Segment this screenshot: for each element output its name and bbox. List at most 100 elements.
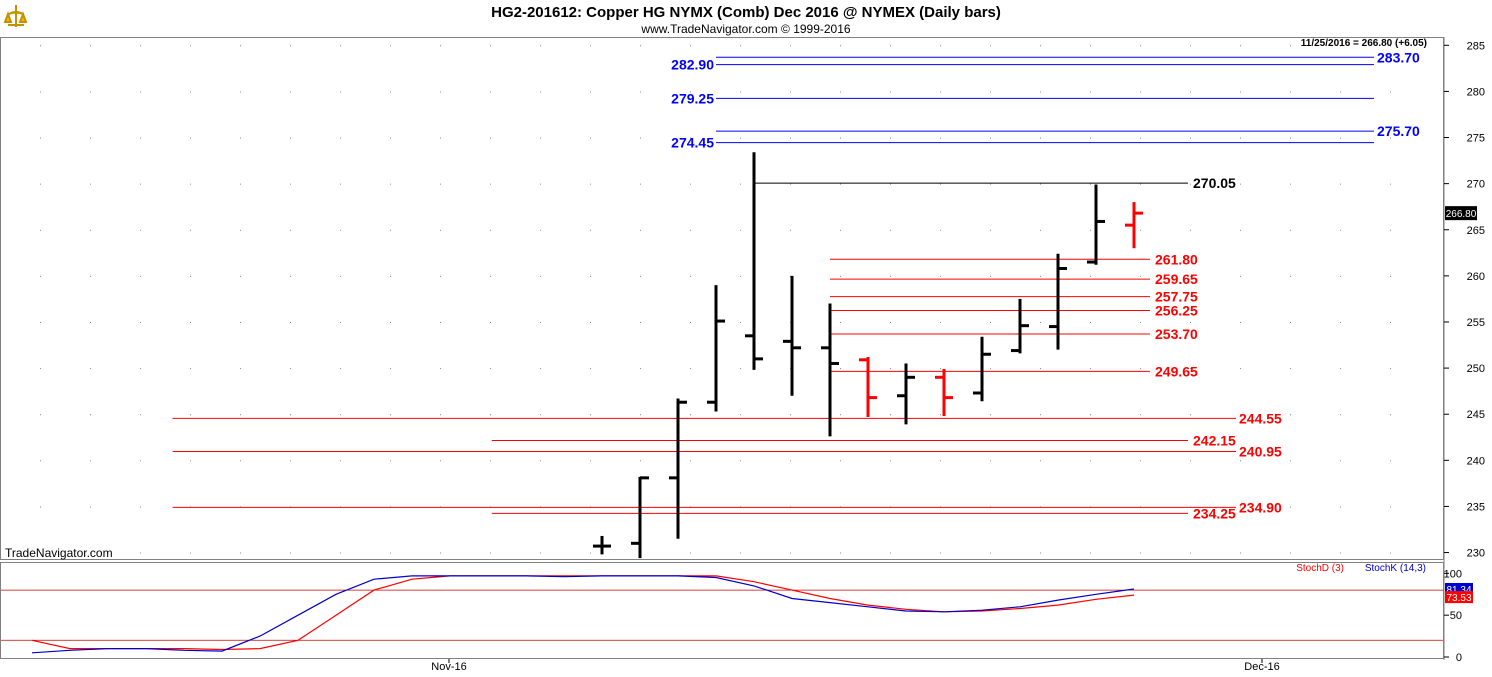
grid-dot bbox=[640, 45, 641, 47]
last-price-label: 266.80 bbox=[1446, 209, 1477, 220]
grid-dot bbox=[490, 368, 491, 370]
grid-dot bbox=[940, 414, 941, 416]
grid-dot bbox=[340, 45, 341, 47]
grid-dot bbox=[840, 414, 841, 416]
grid-dot bbox=[1340, 91, 1341, 93]
grid-dot bbox=[390, 91, 391, 93]
ohlc-bar bbox=[783, 275, 801, 396]
grid-dot bbox=[40, 275, 41, 277]
grid-dot bbox=[240, 552, 241, 554]
grid-dot bbox=[1240, 183, 1241, 185]
grid-dot bbox=[540, 321, 541, 323]
grid-dot bbox=[740, 552, 741, 554]
grid-dot bbox=[1090, 321, 1091, 323]
ohlc-bar bbox=[1087, 184, 1105, 265]
grid-dot bbox=[1240, 91, 1241, 93]
grid-dot bbox=[1290, 183, 1291, 185]
ohlc-bar bbox=[707, 285, 725, 412]
grid-dot bbox=[940, 275, 941, 277]
grid-dot bbox=[340, 552, 341, 554]
date-tick-label: Nov-16 bbox=[431, 661, 466, 673]
grid-dot bbox=[140, 460, 141, 462]
grid-dot bbox=[340, 183, 341, 185]
grid-dot bbox=[640, 229, 641, 231]
price-tick-label: 260 bbox=[1467, 271, 1485, 283]
grid-dot bbox=[690, 321, 691, 323]
grid-dot bbox=[240, 137, 241, 139]
grid-dot bbox=[640, 414, 641, 416]
ohlc-bar bbox=[1049, 253, 1067, 350]
price-axis: 230 235 240 245 250 255 260 265 270 275 280 285 266.… bbox=[1444, 40, 1485, 560]
grid-dot bbox=[140, 183, 141, 185]
grid-dot bbox=[1190, 183, 1191, 185]
watermark-text: TradeNavigator.com bbox=[5, 546, 113, 560]
grid-dot bbox=[390, 183, 391, 185]
grid-dot bbox=[1190, 552, 1191, 554]
grid-dot bbox=[1390, 183, 1391, 185]
grid-dot bbox=[690, 137, 691, 139]
grid-dot bbox=[990, 137, 991, 139]
grid-dot bbox=[1140, 275, 1141, 277]
grid-dot bbox=[1040, 91, 1041, 93]
grid-dot bbox=[890, 91, 891, 93]
grid-dot bbox=[1390, 460, 1391, 462]
grid-dot bbox=[590, 275, 591, 277]
grid-dot bbox=[1040, 229, 1041, 231]
ohlc-bars bbox=[593, 152, 1143, 559]
grid-dot bbox=[1240, 414, 1241, 416]
ohlc-bar bbox=[859, 357, 877, 417]
grid-dot bbox=[990, 183, 991, 185]
level-label: 244.55 bbox=[1239, 410, 1282, 426]
grid-dot bbox=[490, 183, 491, 185]
level-label: 270.05 bbox=[1193, 175, 1236, 191]
level-label: 253.70 bbox=[1155, 326, 1198, 342]
grid-dot bbox=[340, 368, 341, 370]
grid-dot bbox=[140, 506, 141, 508]
grid-dot bbox=[440, 321, 441, 323]
grid-dot bbox=[440, 91, 441, 93]
grid-dot bbox=[40, 414, 41, 416]
ohlc-bar bbox=[1125, 202, 1143, 249]
grid-dot bbox=[640, 321, 641, 323]
grid-dot bbox=[190, 321, 191, 323]
grid-dot bbox=[1290, 414, 1291, 416]
grid-dot bbox=[90, 45, 91, 47]
level-label: 274.45 bbox=[671, 135, 714, 151]
grid-dot bbox=[690, 460, 691, 462]
grid-dot bbox=[640, 183, 641, 185]
grid-dot bbox=[490, 552, 491, 554]
grid-dot bbox=[890, 321, 891, 323]
grid-dot bbox=[90, 183, 91, 185]
price-tick-label: 250 bbox=[1467, 363, 1485, 375]
grid-dot bbox=[690, 183, 691, 185]
grid-dot bbox=[390, 275, 391, 277]
grid-dot bbox=[1340, 368, 1341, 370]
grid-dot bbox=[790, 137, 791, 139]
ohlc-bar bbox=[745, 152, 763, 370]
grid-dot bbox=[1340, 414, 1341, 416]
grid-dot bbox=[240, 183, 241, 185]
grid-dot bbox=[140, 45, 141, 47]
price-tick-label: 280 bbox=[1467, 86, 1485, 98]
date-axis: Nov-16 Dec-16 bbox=[431, 659, 1280, 673]
grid-dot bbox=[590, 137, 591, 139]
grid-dot bbox=[90, 275, 91, 277]
price-tick-label: 240 bbox=[1467, 455, 1485, 467]
grid-dot bbox=[690, 552, 691, 554]
grid-dot bbox=[940, 321, 941, 323]
ohlc-bar bbox=[935, 369, 953, 417]
grid-dot bbox=[1390, 229, 1391, 231]
grid-dot bbox=[1390, 137, 1391, 139]
grid-dot bbox=[440, 460, 441, 462]
grid-dot bbox=[140, 229, 141, 231]
grid-dot bbox=[1090, 137, 1091, 139]
grid-dot bbox=[740, 229, 741, 231]
grid-dot bbox=[190, 414, 191, 416]
grid-dot bbox=[1240, 321, 1241, 323]
ohlc-bar bbox=[669, 398, 687, 539]
level-label: 249.65 bbox=[1155, 363, 1198, 379]
grid-dot bbox=[840, 183, 841, 185]
grid-dot bbox=[590, 91, 591, 93]
grid-dot bbox=[290, 321, 291, 323]
